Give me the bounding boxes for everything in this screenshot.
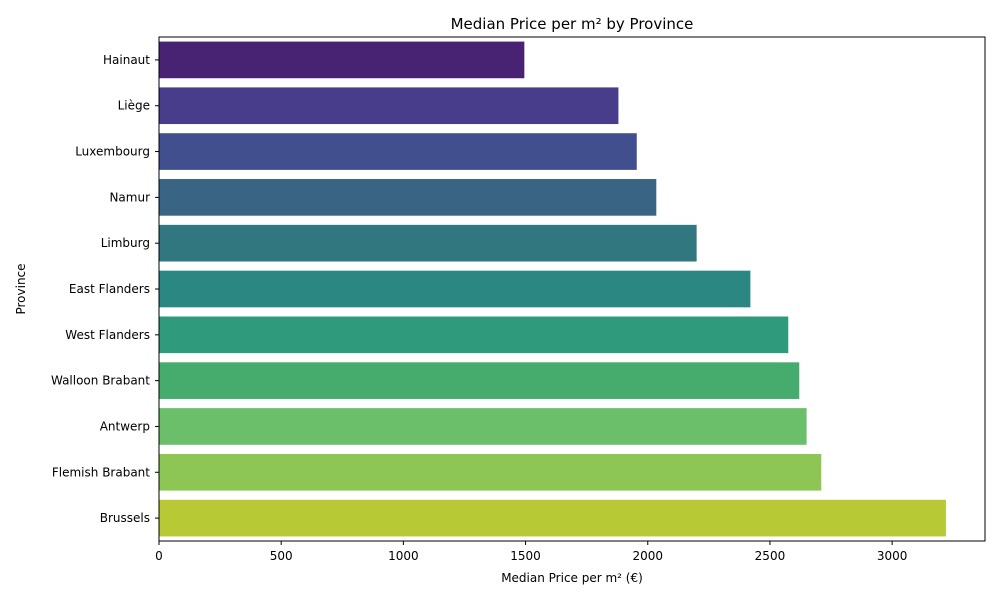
y-axis-ticks: Hainaut Liège Luxembourg Namur Limburg East F…	[51, 53, 159, 525]
y-tick-label-hainaut: Hainaut	[103, 53, 150, 67]
chart-title: Median Price per m² by Province	[451, 15, 694, 33]
bars-group	[159, 41, 946, 537]
y-tick-label-namur: Namur	[109, 190, 150, 204]
x-tick-label-0: 0	[155, 549, 163, 563]
bar-antwerp	[159, 408, 807, 445]
x-tick-label-1000: 1000	[388, 549, 419, 563]
x-tick-label-1500: 1500	[510, 549, 541, 563]
bar-hainaut	[159, 41, 525, 79]
y-axis-title: Province	[14, 263, 28, 314]
y-tick-label-walloon-brabant: Walloon Brabant	[51, 374, 150, 388]
bar-west-flanders	[159, 316, 789, 354]
bar-luxembourg	[159, 133, 637, 170]
bar-east-flanders	[159, 270, 751, 308]
bar-walloon-brabant	[159, 362, 800, 399]
y-tick-label-antwerp: Antwerp	[100, 419, 150, 433]
bar-li-ge	[159, 87, 619, 125]
x-tick-label-3000: 3000	[877, 549, 908, 563]
y-tick-label-flemish-brabant: Flemish Brabant	[52, 465, 150, 479]
bar-flemish-brabant	[159, 453, 822, 491]
plot-frame	[158, 36, 986, 542]
x-tick-label-2500: 2500	[755, 549, 786, 563]
y-tick-label-li-ge: Liège	[118, 99, 150, 113]
y-tick-label-east-flanders: East Flanders	[69, 282, 150, 296]
x-tick-label-2000: 2000	[632, 549, 663, 563]
y-tick-label-limburg: Limburg	[101, 236, 150, 250]
bar-limburg	[159, 224, 697, 262]
x-axis-ticks: 0 500 1000 1500 2000 2500 3000	[155, 541, 907, 563]
y-tick-label-luxembourg: Luxembourg	[75, 145, 150, 159]
bar-brussels	[159, 499, 946, 537]
x-axis-title: Median Price per m² (€)	[501, 571, 643, 585]
y-tick-label-west-flanders: West Flanders	[65, 328, 150, 342]
bar-namur	[159, 179, 657, 216]
x-tick-label-500: 500	[270, 549, 293, 563]
y-tick-label-brussels: Brussels	[100, 511, 150, 525]
